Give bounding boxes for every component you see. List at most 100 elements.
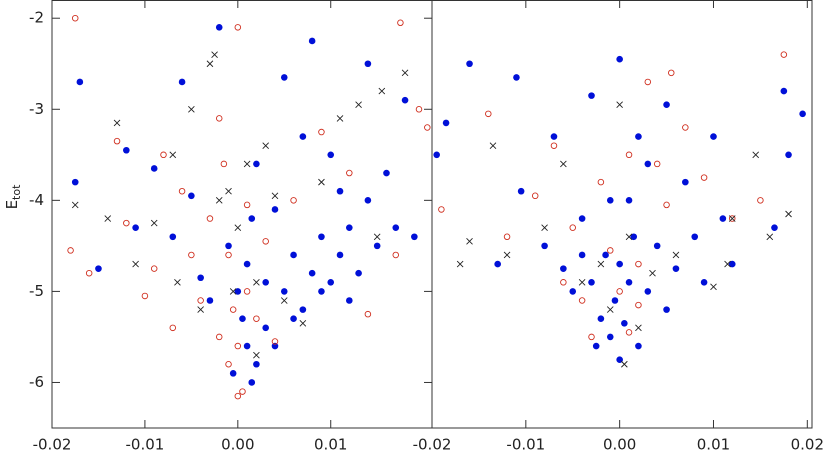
point-open	[635, 301, 642, 309]
point-open	[569, 224, 576, 231]
point-filled	[248, 379, 256, 386]
point-filled	[635, 342, 642, 350]
point-filled	[327, 151, 335, 159]
point-filled	[169, 233, 177, 241]
point-filled	[494, 260, 501, 268]
point-filled	[606, 197, 614, 204]
point-filled	[606, 333, 614, 341]
point-filled	[243, 342, 251, 350]
point-cross	[724, 260, 731, 268]
point-filled	[71, 178, 79, 186]
point-cross	[253, 351, 260, 359]
point-cross	[621, 360, 628, 368]
point-filled	[588, 278, 595, 286]
point-filled	[682, 178, 689, 186]
point-open	[123, 219, 130, 227]
point-cross	[635, 324, 642, 332]
point-open	[503, 233, 511, 241]
point-cross	[766, 233, 774, 241]
point-filled	[466, 60, 473, 68]
point-open	[262, 238, 269, 245]
point-open	[215, 333, 223, 341]
point-open	[588, 333, 595, 341]
point-filled	[625, 278, 633, 286]
point-filled	[588, 92, 595, 99]
point-open	[682, 124, 689, 131]
point-open	[346, 169, 353, 177]
point-cross	[206, 60, 214, 68]
point-filled	[318, 288, 325, 295]
point-cross	[318, 178, 325, 186]
point-filled	[215, 24, 223, 31]
point-filled	[625, 197, 633, 204]
point-filled	[442, 119, 450, 127]
y-tick-label: -4	[29, 191, 44, 209]
point-filled	[308, 37, 316, 45]
point-open	[438, 206, 445, 213]
point-filled	[630, 233, 638, 241]
point-filled	[150, 165, 158, 172]
point-open	[85, 269, 93, 277]
point-filled	[383, 169, 390, 177]
point-filled	[299, 133, 307, 140]
point-open	[243, 288, 251, 295]
point-cross	[169, 151, 177, 159]
point-open	[364, 310, 372, 318]
x-tick-label: -0.02	[33, 436, 72, 454]
point-filled	[239, 315, 246, 323]
point-filled	[719, 215, 727, 222]
point-cross	[466, 238, 473, 245]
point-cross	[728, 215, 736, 222]
point-filled	[569, 288, 577, 295]
point-open	[234, 342, 242, 350]
x-tick-label: -0.01	[126, 436, 165, 454]
point-cross	[188, 105, 195, 113]
point-filled	[644, 160, 652, 168]
y-tick-label: -3	[29, 100, 44, 118]
point-open	[169, 324, 177, 332]
point-open	[71, 14, 79, 22]
point-open	[188, 251, 195, 259]
point-cross	[710, 283, 717, 291]
point-cross	[378, 87, 386, 95]
point-open	[700, 174, 708, 181]
point-filled	[691, 233, 699, 241]
x-tick-label: -0.01	[506, 436, 545, 454]
point-filled	[597, 315, 605, 323]
x-tick-label: 0.00	[603, 436, 636, 454]
point-open	[578, 297, 586, 304]
point-open	[485, 110, 492, 118]
point-open	[728, 215, 736, 222]
point-open	[178, 187, 186, 195]
x-tick-label: 0.01	[697, 436, 730, 454]
point-cross	[280, 297, 288, 304]
point-filled	[188, 192, 195, 200]
point-filled	[392, 224, 400, 231]
point-open	[607, 247, 614, 254]
point-open	[290, 197, 297, 204]
point-open	[253, 315, 260, 322]
point-cross	[132, 260, 139, 268]
point-filled	[663, 306, 670, 313]
point-open	[635, 260, 642, 268]
y-axis-label-sub: tot	[10, 184, 23, 200]
point-cross	[215, 197, 223, 204]
point-filled	[644, 288, 652, 295]
point-filled	[271, 342, 279, 350]
point-filled	[635, 133, 642, 140]
point-filled	[710, 133, 717, 140]
point-filled	[785, 151, 792, 159]
point-open	[531, 192, 539, 200]
point-filled	[411, 233, 418, 241]
point-filled	[262, 278, 269, 286]
point-filled	[602, 251, 609, 259]
point-cross	[752, 151, 760, 159]
point-filled	[234, 288, 242, 295]
point-cross	[336, 115, 344, 122]
point-open	[644, 78, 652, 86]
point-cross	[243, 160, 251, 168]
point-cross	[560, 160, 567, 168]
point-cross	[234, 224, 242, 231]
point-cross	[456, 260, 464, 268]
